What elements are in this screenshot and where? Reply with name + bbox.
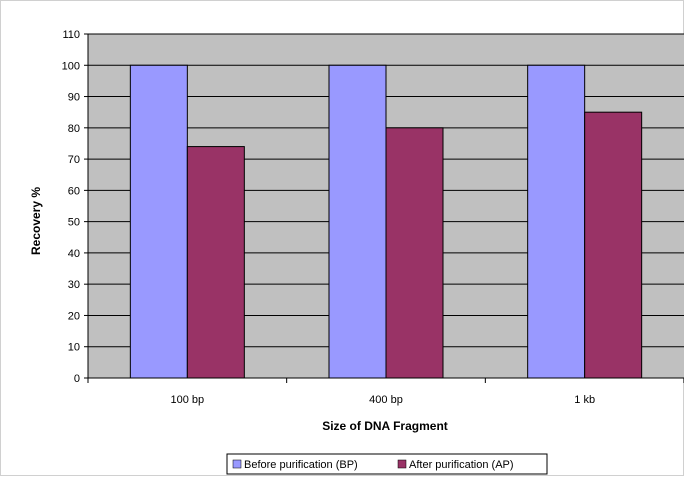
bar-bp-1 (328, 64, 387, 379)
y-tick-label: 90 (68, 92, 80, 104)
bar-bp-2 (527, 64, 586, 379)
x-tick-label: 400 bp (369, 394, 403, 406)
legend-label-bp: Before purification (BP) (244, 459, 358, 471)
x-tick-label: 1 kb (574, 394, 595, 406)
legend-swatch-ap (397, 459, 407, 469)
y-tick-label: 60 (68, 185, 80, 197)
x-axis-ticks: 100 bp 400 bp 1 kb (87, 378, 684, 406)
bar-ap-0 (186, 146, 245, 379)
y-tick-label: 100 (62, 60, 80, 72)
y-axis-title: Recovery % (29, 187, 43, 255)
x-axis-title: Size of DNA Fragment (322, 419, 448, 433)
y-tick-label: 30 (68, 279, 80, 291)
legend-swatch-bp (232, 459, 242, 469)
bar-ap-1 (385, 127, 444, 379)
y-tick-label: 70 (68, 154, 80, 166)
y-tick-label: 10 (68, 342, 80, 354)
legend: Before purification (BP) After purificat… (226, 453, 548, 475)
y-tick-label: 40 (68, 248, 80, 260)
legend-box (226, 453, 548, 475)
y-tick-label: 20 (68, 310, 80, 322)
y-tick-label: 110 (62, 29, 80, 41)
x-tick-label: 100 bp (171, 394, 205, 406)
axes (87, 34, 684, 379)
legend-label-ap: After purification (AP) (409, 459, 514, 471)
y-tick-label: 0 (74, 373, 80, 385)
bars (129, 64, 643, 379)
bar-bp-0 (129, 64, 188, 379)
y-tick-label: 80 (68, 123, 80, 135)
y-axis-ticks: 0 10 20 30 40 50 60 70 80 90 100 110 (62, 29, 88, 385)
bar-ap-2 (584, 111, 643, 379)
y-tick-label: 50 (68, 217, 80, 229)
